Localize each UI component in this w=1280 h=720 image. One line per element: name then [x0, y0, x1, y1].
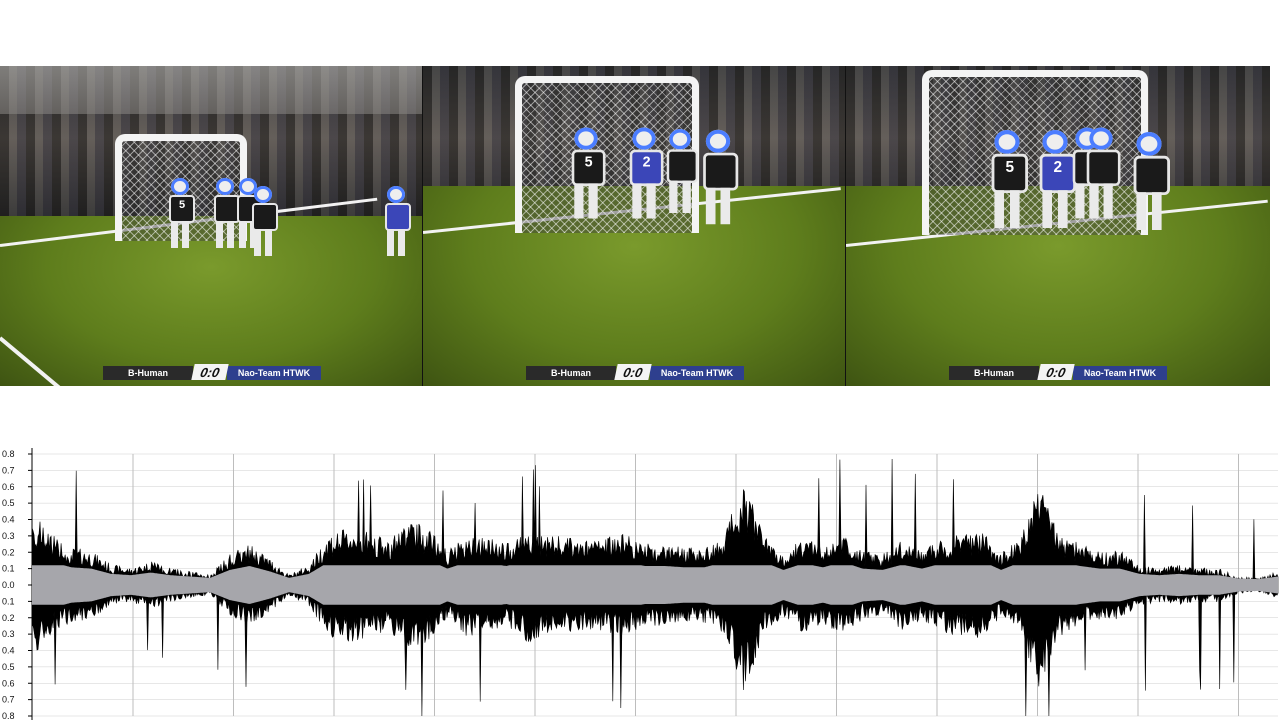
y-tick-label: 0.6: [2, 482, 15, 492]
waveform-rms: [32, 565, 1278, 605]
robot: [1084, 127, 1121, 219]
robot: [250, 186, 278, 256]
y-tick-label: 0.7: [2, 695, 15, 705]
robot: [700, 129, 739, 225]
y-tick-label: 0.0: [2, 580, 15, 590]
y-tick-label: 0.8: [2, 449, 15, 459]
y-tick-label: 0.3: [2, 531, 15, 541]
home-team-name: B-Human: [526, 366, 616, 380]
scoreboard: B-Human 0:0 Nao-Team HTWK: [526, 364, 744, 380]
robot: 2: [627, 127, 664, 219]
score-value: 0:0: [191, 364, 229, 380]
robot: 5: [569, 127, 606, 219]
y-tick-label: 0.2: [2, 613, 15, 623]
robot: [383, 186, 411, 256]
robot: 5: [989, 130, 1028, 228]
robot: [1131, 132, 1170, 230]
soccer-field: [0, 216, 422, 386]
video-frame-1: 5 B-Human 0:0 Nao-Team HTWK: [0, 66, 423, 386]
jersey-number: 5: [1005, 159, 1015, 177]
robot: [212, 178, 240, 248]
y-tick-label: 0.4: [2, 646, 15, 656]
y-tick-label: 0.8: [2, 711, 15, 720]
y-tick-label: 0.6: [2, 678, 15, 688]
robot: [664, 129, 698, 213]
y-tick-label: 0.7: [2, 465, 15, 475]
robot: 5: [167, 178, 195, 248]
scoreboard: B-Human 0:0 Nao-Team HTWK: [949, 364, 1167, 380]
score-value: 0:0: [614, 364, 652, 380]
home-team-name: B-Human: [103, 366, 193, 380]
jersey-number: 5: [178, 199, 186, 211]
video-frames: 5 B-Human 0:0 Nao-Team HTWK 5 2 B-Human …: [0, 66, 1270, 386]
jersey-number: 2: [642, 154, 651, 171]
away-team-name: Nao-Team HTWK: [227, 366, 321, 380]
video-frame-2: 5 2 B-Human 0:0 Nao-Team HTWK: [423, 66, 846, 386]
jersey-number: 2: [1053, 159, 1063, 177]
away-team-name: Nao-Team HTWK: [1073, 366, 1167, 380]
y-tick-label: 0.4: [2, 515, 15, 525]
y-tick-label: 0.2: [2, 547, 15, 557]
y-tick-label: 0.5: [2, 662, 15, 672]
background-wall: [0, 66, 422, 114]
audio-waveform: 0.8 0.7 0.6 0.5 0.4 0.3 0.2 0.1 0.0 0.1 0.2 0.3 0.4 0…: [2, 448, 1279, 720]
away-team-name: Nao-Team HTWK: [650, 366, 744, 380]
y-tick-label: 0.5: [2, 498, 15, 508]
y-tick-label: 0.1: [2, 564, 15, 574]
y-tick-label: 0.1: [2, 596, 15, 606]
scoreboard: B-Human 0:0 Nao-Team HTWK: [103, 364, 321, 380]
jersey-number: 5: [584, 154, 593, 171]
robot: 2: [1037, 130, 1076, 228]
video-frame-3: 5 2 B-Human 0:0 Nao-Team HTWK: [846, 66, 1270, 386]
y-tick-label: 0.3: [2, 629, 15, 639]
home-team-name: B-Human: [949, 366, 1039, 380]
score-value: 0:0: [1037, 364, 1075, 380]
